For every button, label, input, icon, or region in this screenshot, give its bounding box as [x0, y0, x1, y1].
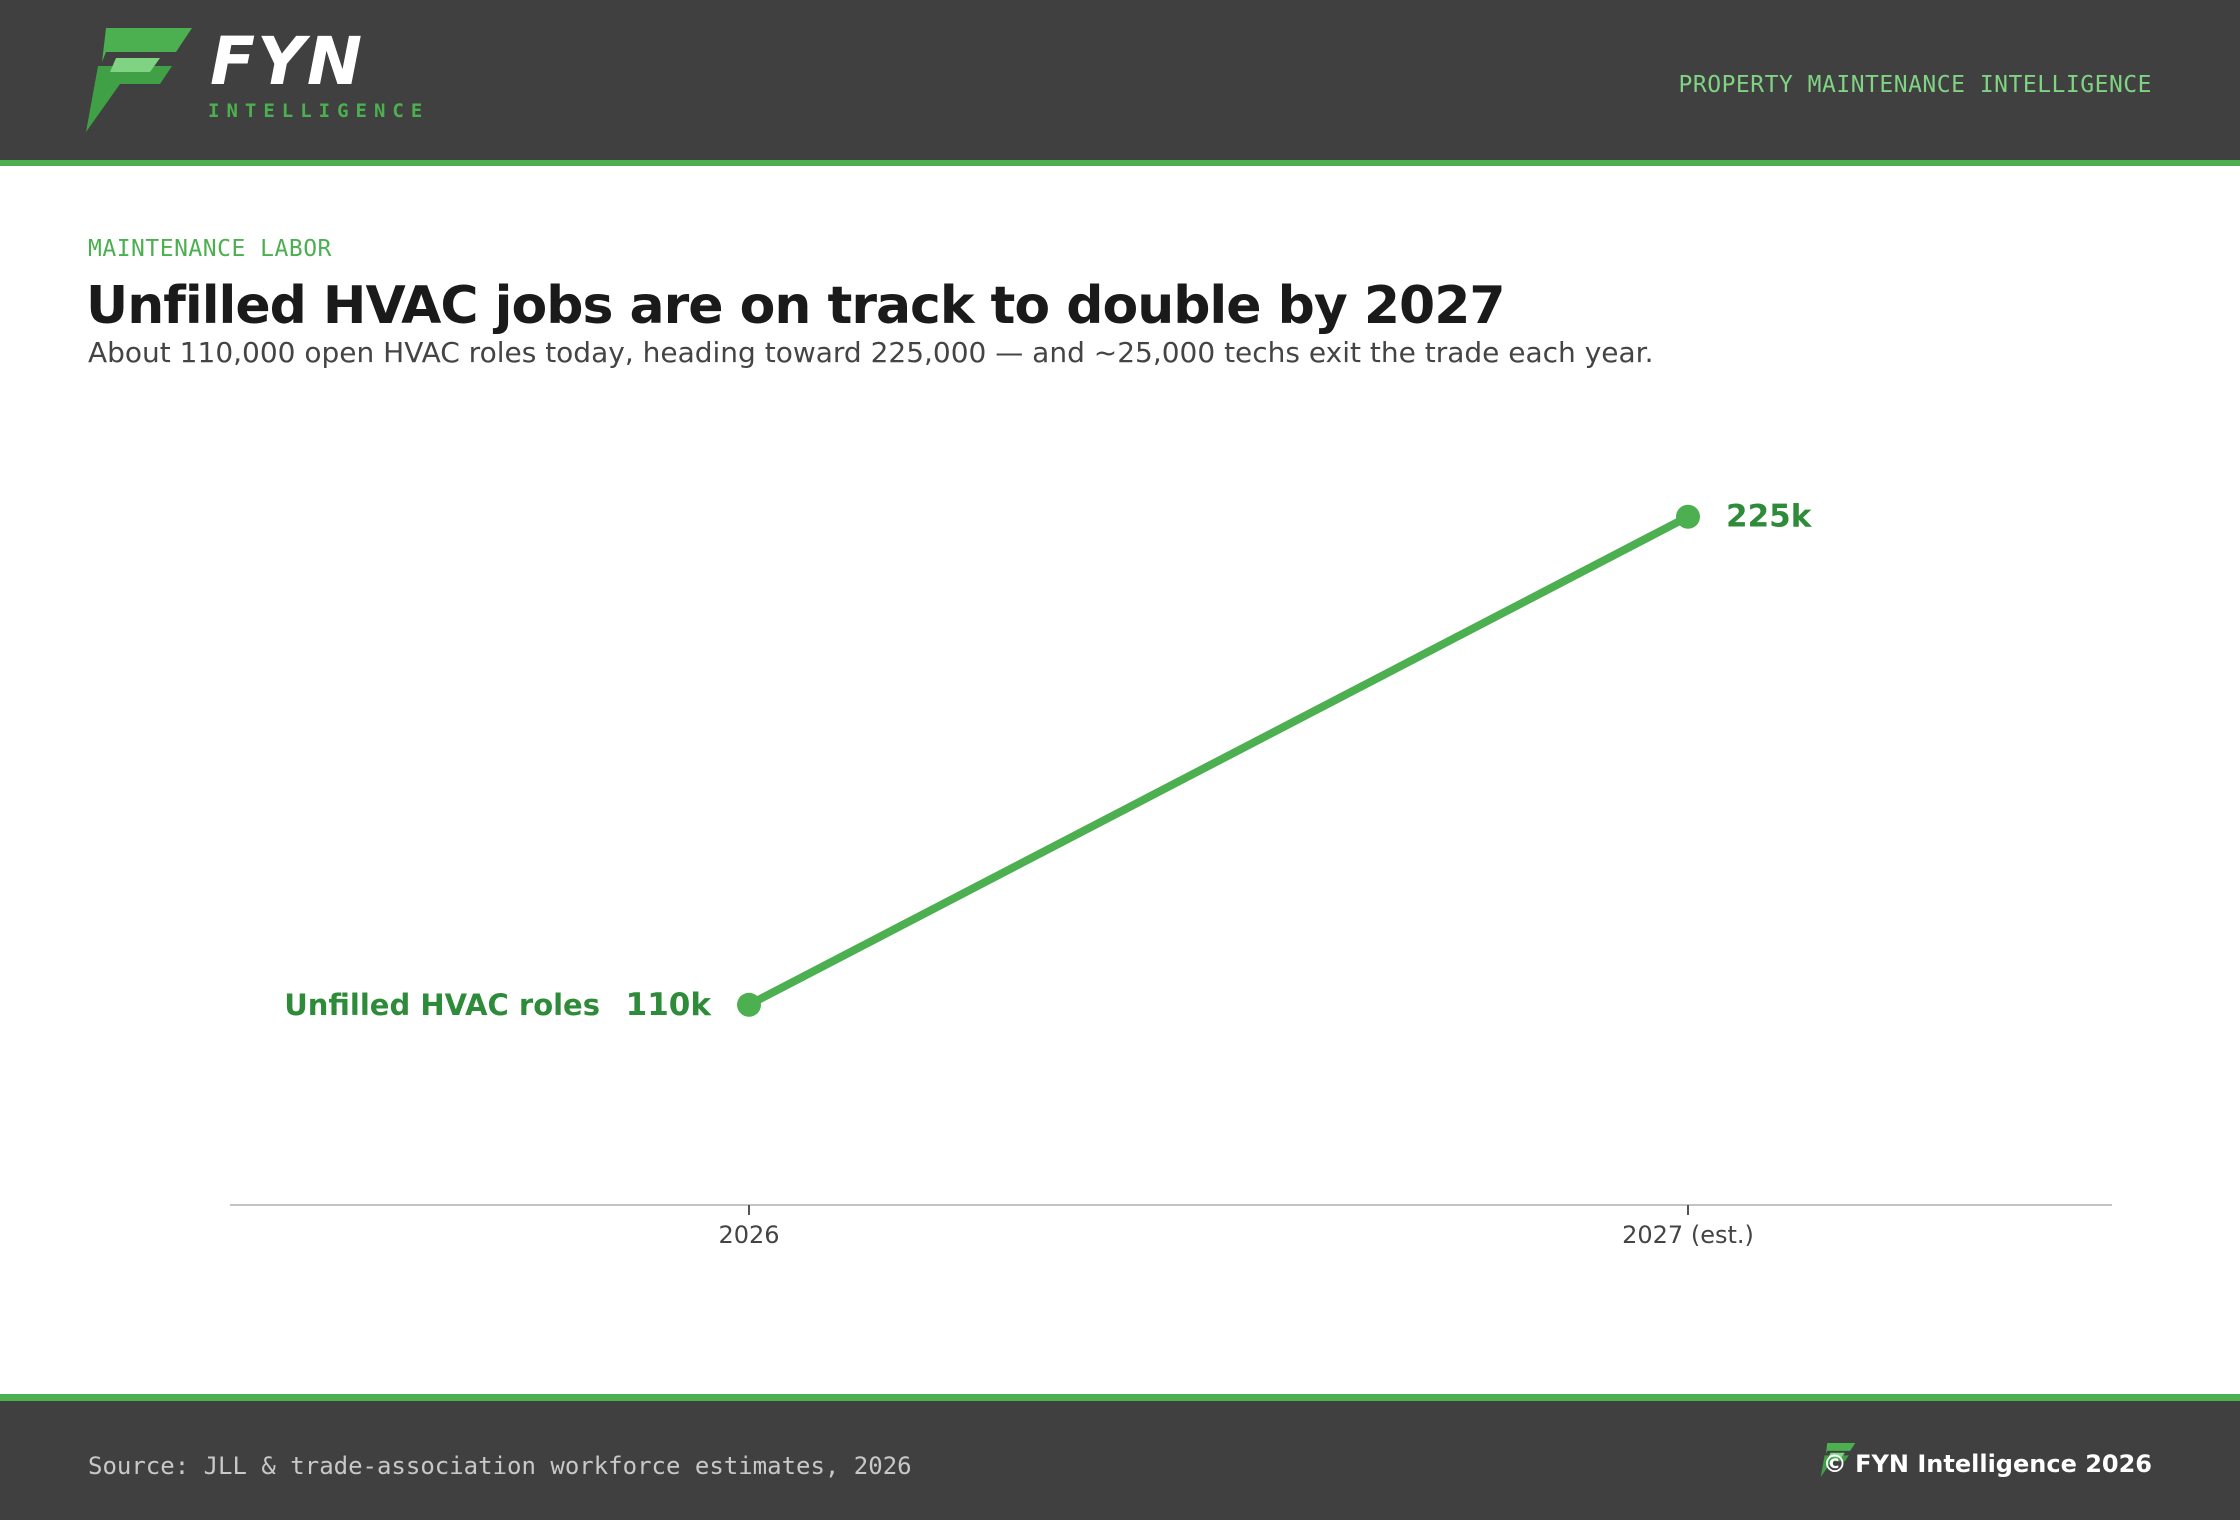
- x-axis-labels: 2026 2027 (est.): [718, 1221, 1753, 1249]
- header-tagline: PROPERTY MAINTENANCE INTELLIGENCE: [1678, 72, 2152, 98]
- header-divider: [0, 160, 2240, 166]
- data-point: [737, 992, 761, 1017]
- section-kicker: MAINTENANCE LABOR: [88, 236, 332, 262]
- copyright-text: © FYN Intelligence 2026: [1822, 1450, 2152, 1478]
- source-note: Source: JLL & trade-association workforc…: [88, 1452, 912, 1480]
- fyn-logo-icon: [86, 28, 192, 132]
- series-line: [745, 512, 1692, 1009]
- series-name-labels: Unfilled HVAC roles: [284, 988, 600, 1022]
- data-labels: 110k 225k: [626, 499, 1813, 1023]
- footer-bar: [0, 1401, 2240, 1520]
- x-tick-label: 2026: [718, 1221, 779, 1249]
- line-chart: 2026 2027 (est.) 110k 225k Unfilled HVAC r…: [230, 499, 2112, 1249]
- footer-divider: [0, 1394, 2240, 1401]
- fyn-footer-logo-icon: [1820, 1443, 1856, 1477]
- data-label: 225k: [1726, 499, 1813, 535]
- header-bar: [0, 0, 2240, 160]
- data-label: 110k: [626, 987, 713, 1023]
- page-title: Unfilled HVAC jobs are on track to doubl…: [86, 276, 1506, 336]
- page-subtitle: About 110,000 open HVAC roles today, hea…: [88, 336, 1654, 369]
- brand-subname: INTELLIGENCE: [208, 100, 430, 122]
- series-lines: [745, 512, 1692, 1009]
- brand-name: FYN: [210, 23, 365, 100]
- series-points: [737, 504, 1700, 1017]
- x-tick-label: 2027 (est.): [1622, 1221, 1754, 1249]
- data-point: [1676, 504, 1700, 529]
- x-axis-ticks: [748, 1205, 1689, 1215]
- series-name-label: Unfilled HVAC roles: [284, 988, 600, 1022]
